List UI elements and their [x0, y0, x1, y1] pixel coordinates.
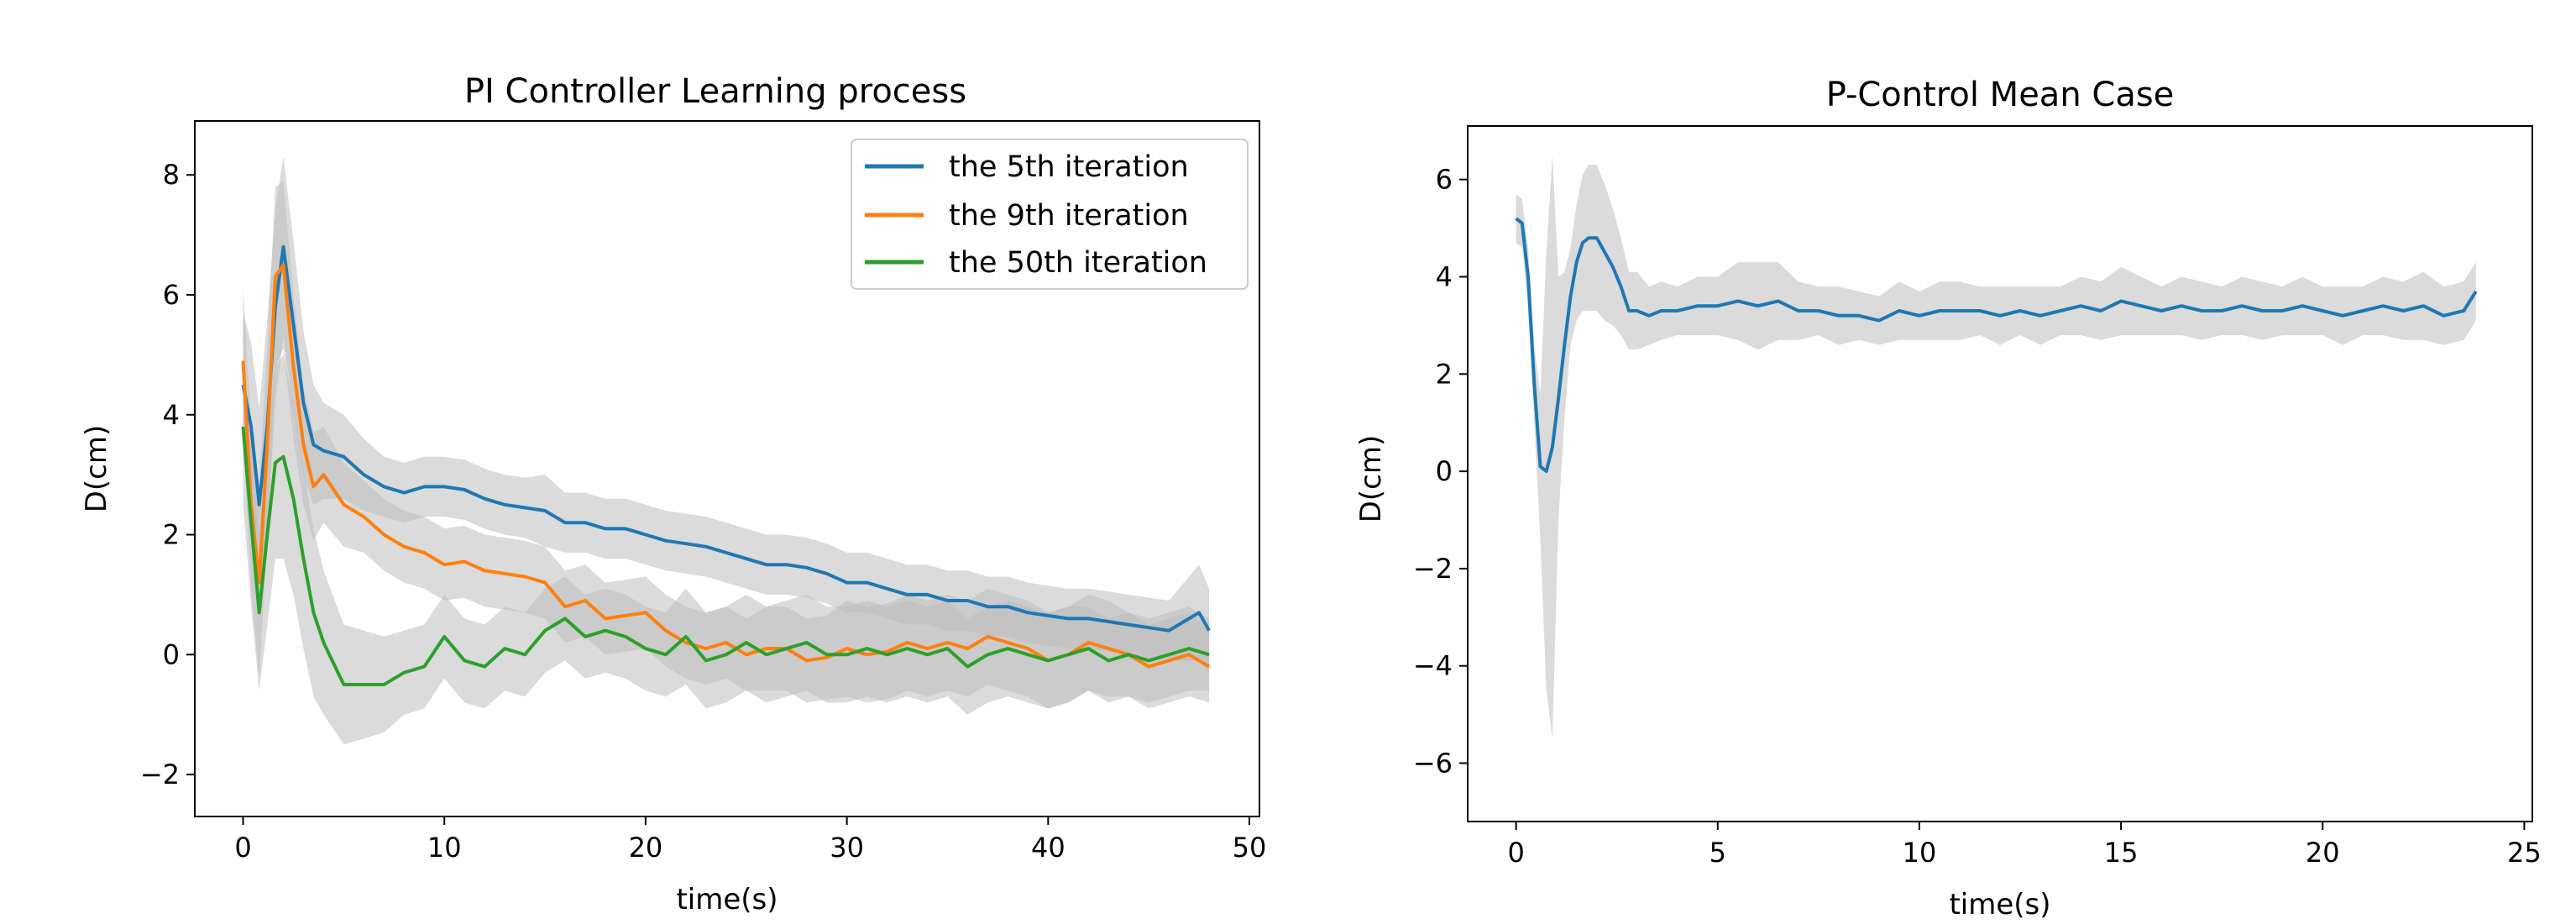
left-line-series-0	[241, 244, 1211, 633]
left-chart-title: PI Controller Learning process	[464, 72, 966, 111]
legend-label-9th: the 9th iteration	[949, 199, 1189, 233]
right-y-tick-label: 4	[1436, 260, 1453, 292]
right-x-axis-label: time(s)	[1949, 888, 2050, 921]
right-x-tick-label: 25	[2507, 837, 2542, 869]
right-chart-title: P-Control Mean Case	[1826, 76, 2175, 114]
left-y-tick-label: 2	[163, 519, 180, 551]
left-y-ticks: −2 0 2 4 6 8	[140, 159, 195, 790]
right-x-ticks: 0 5 10 15 20 25	[1507, 822, 2542, 869]
right-confidence-band	[1516, 155, 2476, 739]
left-line-series-2	[241, 426, 1210, 686]
left-y-tick-label: 4	[163, 399, 180, 431]
right-line-series-0	[1515, 217, 2478, 474]
legend-frame	[851, 139, 1249, 290]
legend-label-50th: the 50th iteration	[949, 246, 1207, 280]
right-plot-frame	[1467, 125, 2533, 822]
left-band-series-1	[243, 181, 1210, 709]
left-band-series-2	[243, 349, 1210, 745]
left-x-tick-label: 0	[234, 832, 251, 864]
right-y-tick-label: 2	[1436, 358, 1453, 390]
right-y-ticks: −6 −4 −2 0 2 4 6	[1413, 164, 1468, 780]
right-band-series-0	[1516, 155, 2476, 739]
left-y-tick-label: 0	[163, 638, 180, 670]
right-y-tick-label: 0	[1436, 455, 1453, 487]
left-series-lines	[241, 244, 1211, 686]
right-y-tick-label: −4	[1413, 650, 1453, 682]
left-y-tick-label: 8	[163, 159, 180, 191]
right-x-tick-label: 20	[2306, 837, 2340, 869]
right-x-tick-label: 5	[1709, 837, 1726, 869]
left-y-tick-label: 6	[163, 279, 180, 311]
right-x-tick-label: 10	[1903, 837, 1937, 869]
right-x-tick-label: 0	[1507, 837, 1524, 869]
right-y-tick-label: −6	[1413, 748, 1453, 780]
left-x-tick-label: 50	[1233, 832, 1267, 864]
left-x-axis-label: time(s)	[676, 883, 778, 916]
right-x-tick-label: 15	[2104, 837, 2139, 869]
left-x-tick-label: 20	[629, 832, 663, 864]
left-legend: the 5th iteration the 9th iteration the …	[851, 139, 1249, 290]
legend-label-5th: the 5th iteration	[949, 150, 1189, 184]
left-x-tick-label: 10	[427, 832, 462, 864]
right-series-line	[1515, 217, 2478, 474]
left-x-tick-label: 30	[830, 832, 864, 864]
right-chart: P-Control Mean Case 0 5 10 15 20 25 −6 −4 −2 0 2 4…	[1354, 76, 2542, 921]
left-x-tick-label: 40	[1031, 832, 1065, 864]
left-x-ticks: 0 10 20 30 40 50	[234, 816, 1266, 864]
right-y-axis-label: D(cm)	[1354, 435, 1388, 523]
left-plot-frame	[194, 120, 1260, 817]
right-y-tick-label: −2	[1413, 553, 1453, 585]
left-y-axis-label: D(cm)	[80, 425, 113, 513]
left-y-tick-label: −2	[140, 759, 180, 790]
left-chart: PI Controller Learning process 0 10 20 30 40…	[80, 72, 1266, 916]
left-line-series-1	[241, 263, 1211, 669]
right-y-tick-label: 6	[1436, 164, 1453, 196]
